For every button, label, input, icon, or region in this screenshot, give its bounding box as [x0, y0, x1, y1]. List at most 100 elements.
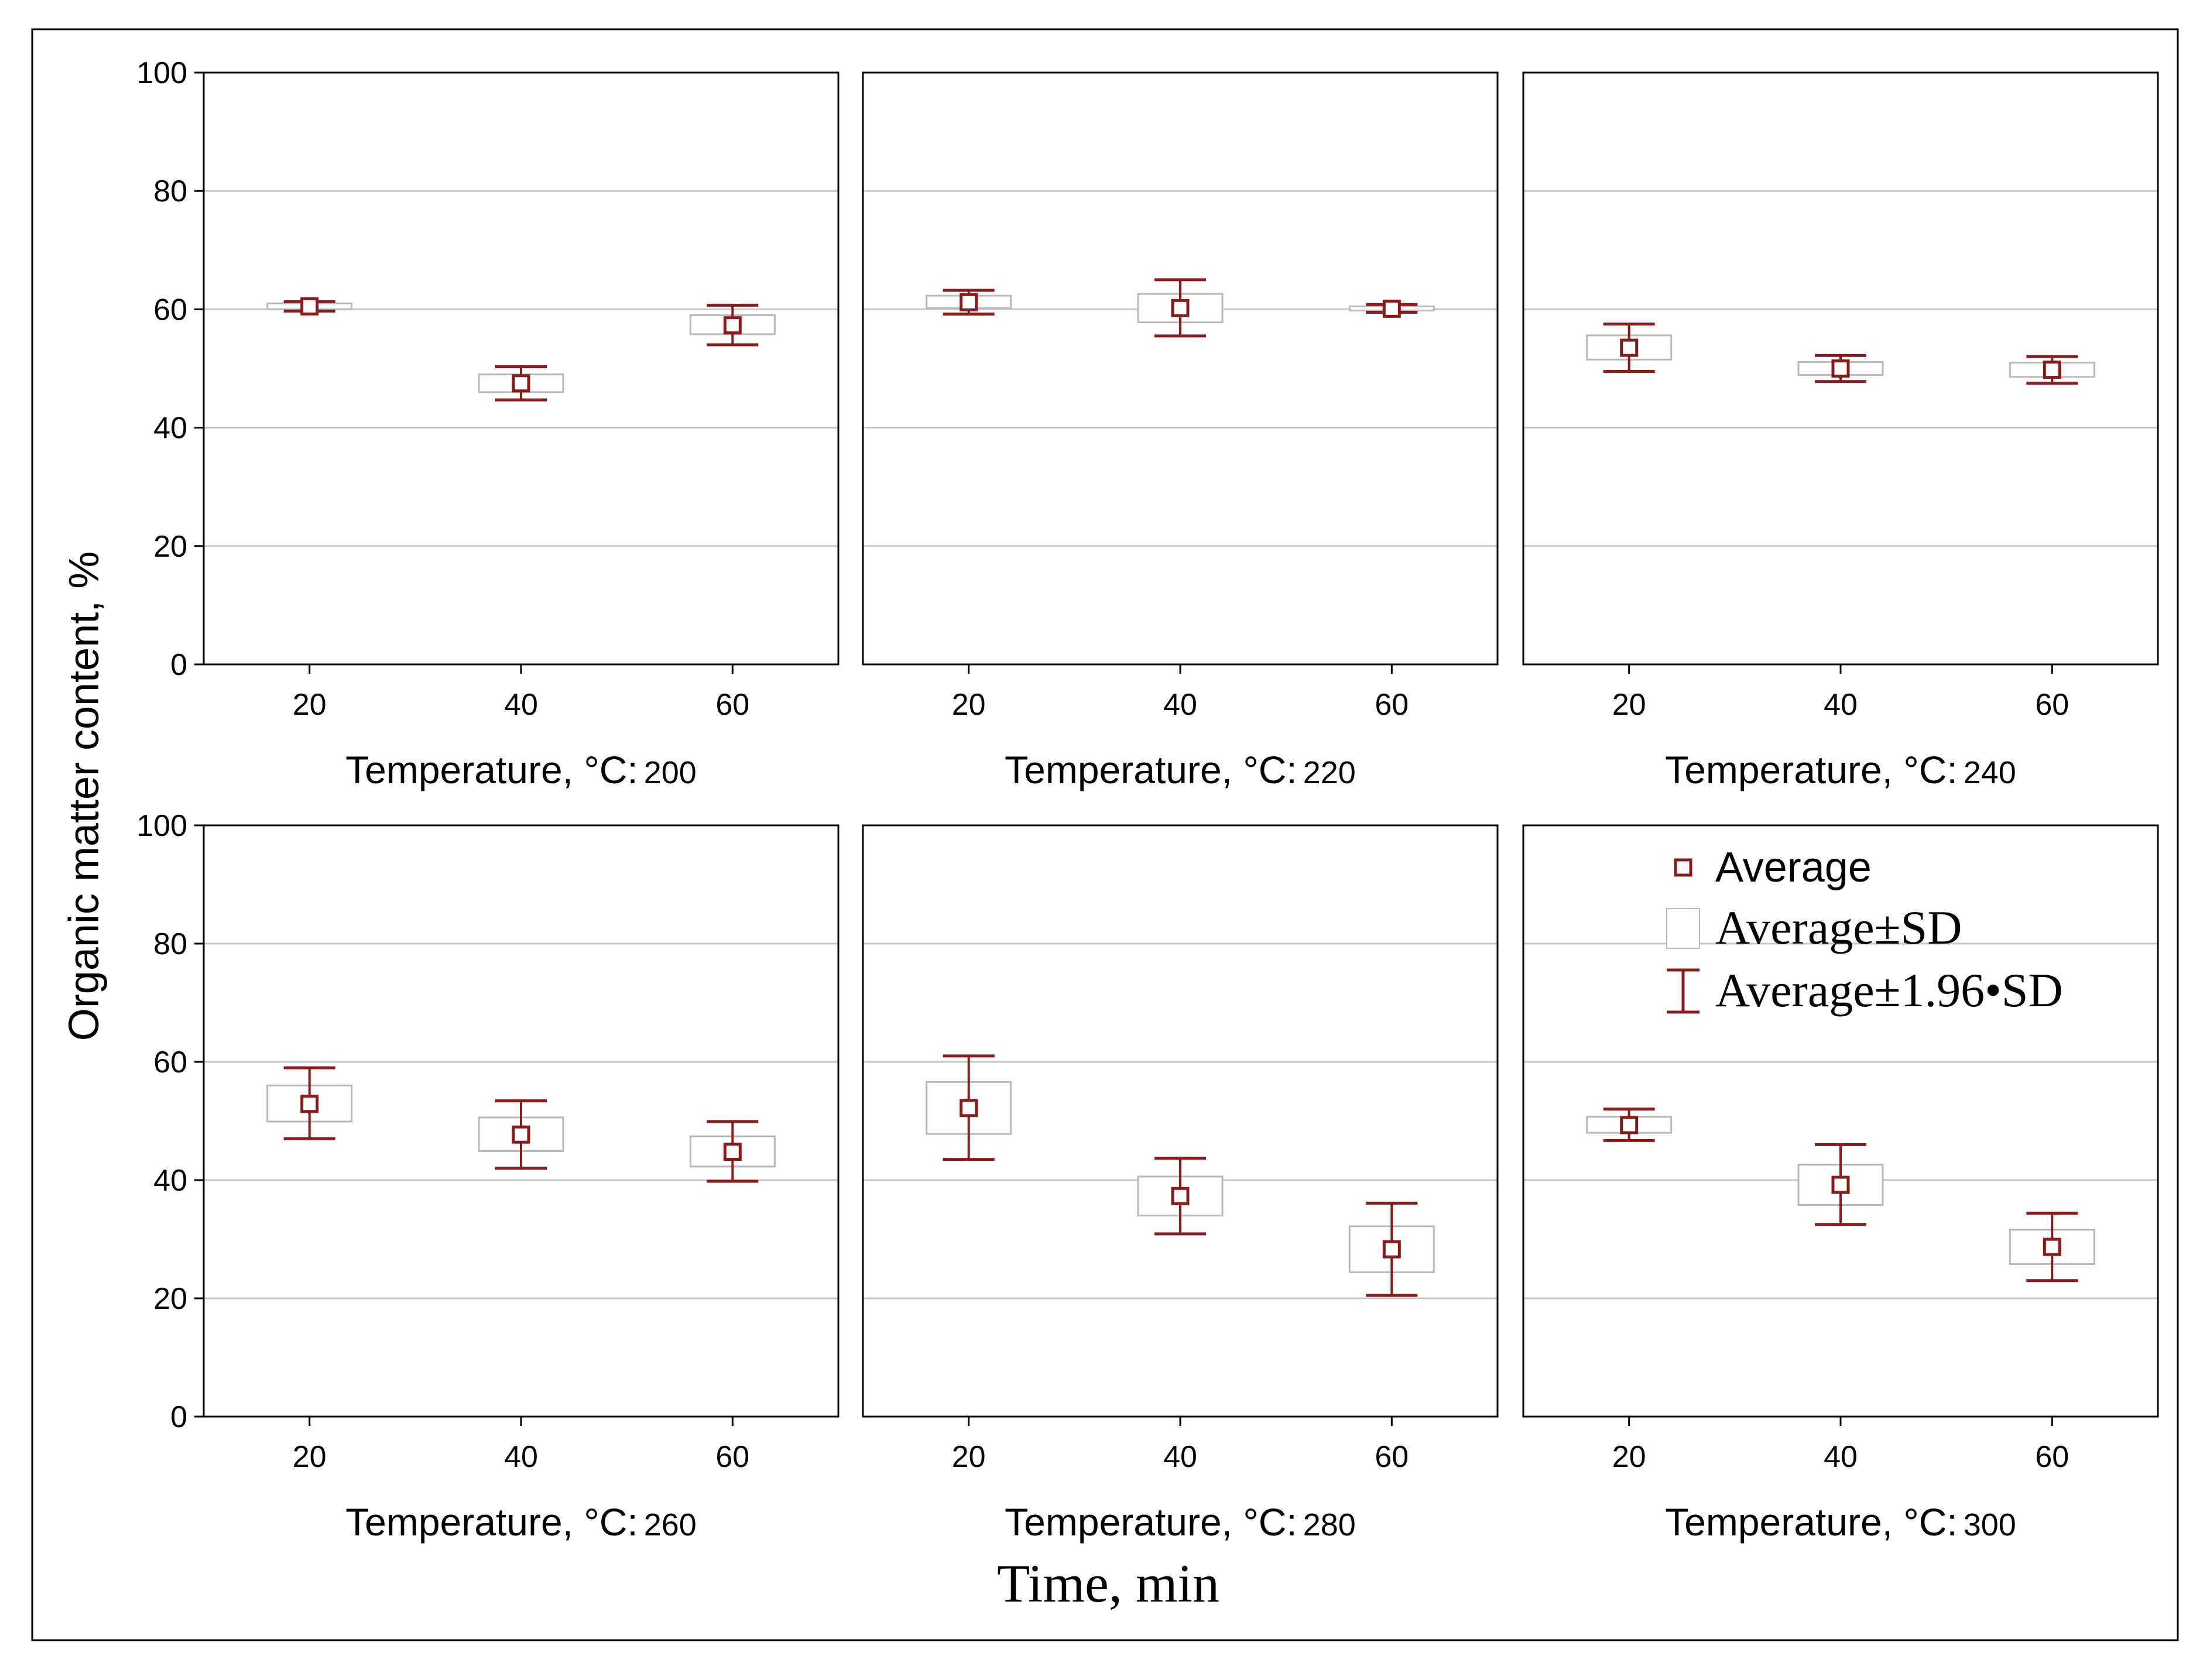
legend-mean-marker [1674, 858, 1692, 877]
box-280-40 [1137, 1157, 1224, 1236]
y-tick-label: 40 [153, 412, 187, 445]
x-tick-label: 60 [1375, 1440, 1409, 1474]
x-tick-label: 40 [1163, 688, 1197, 722]
facet-temperature: 200 [644, 755, 697, 790]
y-tick-label: 100 [136, 809, 187, 843]
x-tick-label: 60 [1375, 688, 1409, 722]
x-tick-label: 60 [2035, 688, 2069, 722]
panel-240: 20 40 60 Temperature, °C: 240 [1522, 71, 2159, 791]
box-260-60 [689, 1120, 776, 1183]
x-tick-label: 40 [1824, 688, 1858, 722]
mean-marker [1382, 299, 1401, 318]
box-200-60 [689, 303, 776, 347]
x-tick-label: 60 [715, 1440, 749, 1474]
mean-marker [960, 293, 978, 311]
x-tick-label: 40 [1824, 1440, 1858, 1474]
mean-marker [512, 374, 530, 393]
mean-marker [723, 1143, 742, 1161]
mean-marker [2043, 1237, 2061, 1256]
box-280-20 [926, 1054, 1012, 1161]
mean-marker [1382, 1240, 1401, 1259]
box-200-20 [266, 297, 353, 316]
facet-caption: Temperature, °C: 200 [345, 748, 697, 791]
y-tick-label: 80 [153, 174, 187, 208]
y-tick-label: 20 [153, 1282, 187, 1316]
box-220-60 [1348, 299, 1435, 318]
facet-label: Temperature, °C: [1005, 1500, 1297, 1544]
mean-marker [1620, 1116, 1639, 1134]
facet-caption: Temperature, °C: 280 [1005, 1500, 1356, 1544]
mean-marker [1171, 1187, 1190, 1205]
x-tick-label: 20 [1612, 1440, 1646, 1474]
mean-marker [1831, 359, 1850, 378]
facet-label: Temperature, °C: [345, 1500, 638, 1544]
box-240-20 [1586, 323, 1673, 373]
x-tick-label: 40 [1163, 1440, 1197, 1474]
legend-sd-label: Average±SD [1715, 901, 1962, 954]
y-tick-label: 100 [136, 56, 187, 90]
box-200-40 [478, 365, 564, 402]
mean-marker [1620, 338, 1639, 357]
panel-200: 0 20 40 60 80 100 20 40 60 Temperature, °C: 200 [136, 56, 840, 791]
panel-260: 0 20 40 60 80 100 20 40 60 Temperature, °C: 260 [136, 809, 840, 1544]
x-tick-label: 20 [1612, 688, 1646, 722]
box-300-20 [1586, 1108, 1673, 1142]
facet-temperature: 220 [1303, 755, 1356, 790]
box-220-20 [926, 289, 1012, 316]
facet-caption: Temperature, °C: 240 [1665, 748, 2016, 791]
mean-marker [960, 1099, 978, 1117]
x-tick-label: 60 [715, 688, 749, 722]
x-tick-label: 40 [504, 688, 538, 722]
x-tick-label: 40 [504, 1440, 538, 1474]
mean-marker [512, 1125, 530, 1144]
y-tick-label: 20 [153, 530, 187, 564]
box-240-60 [2009, 355, 2095, 385]
y-axis-label: Organic matter content, % [61, 551, 108, 1041]
box-280-60 [1348, 1201, 1435, 1297]
mean-marker [2043, 361, 2061, 379]
y-tick-label: 0 [170, 1400, 187, 1434]
mean-marker [300, 297, 319, 316]
mean-marker [1171, 299, 1190, 317]
x-axis-label: Time, min [997, 1554, 1219, 1613]
facet-label: Temperature, °C: [345, 748, 638, 791]
y-tick-label: 60 [153, 293, 187, 327]
mean-marker [723, 316, 742, 335]
facet-caption: Temperature, °C: 300 [1665, 1500, 2016, 1544]
panel-220: 20 40 60 Temperature, °C: 220 [862, 71, 1499, 791]
legend-sd-box [1666, 908, 1700, 949]
facet-temperature: 260 [644, 1507, 697, 1542]
facet-caption: Temperature, °C: 260 [345, 1500, 697, 1544]
box-220-40 [1137, 278, 1224, 338]
x-tick-label: 20 [952, 1440, 986, 1474]
legend-average-label: Average [1715, 844, 1872, 891]
facet-label: Temperature, °C: [1005, 748, 1297, 791]
box-260-40 [478, 1099, 564, 1170]
mean-marker [1831, 1175, 1850, 1194]
y-tick-label: 80 [153, 927, 187, 961]
facet-caption: Temperature, °C: 220 [1005, 748, 1356, 791]
legend-ci-label: Average±1.96•SD [1715, 964, 2063, 1017]
facet-label: Temperature, °C: [1665, 748, 1958, 791]
box-260-20 [266, 1066, 353, 1140]
facet-temperature: 240 [1964, 755, 2016, 790]
x-tick-label: 20 [952, 688, 986, 722]
box-300-40 [1797, 1143, 1884, 1226]
x-tick-label: 20 [293, 688, 327, 722]
x-tick-label: 60 [2035, 1440, 2069, 1474]
y-tick-label: 40 [153, 1164, 187, 1198]
facet-temperature: 300 [1964, 1507, 2016, 1542]
box-300-60 [2009, 1212, 2095, 1283]
panel-280: 20 40 60 Temperature, °C: 280 [862, 824, 1499, 1544]
panel-300: 20 40 60 Temperature, °C: 300 [1522, 824, 2159, 1544]
box-240-40 [1797, 354, 1884, 383]
figure-border [31, 28, 2179, 1641]
facet-label: Temperature, °C: [1665, 1500, 1958, 1544]
x-tick-label: 20 [293, 1440, 327, 1474]
y-tick-label: 0 [170, 648, 187, 682]
legend: Average Average±SD Average±1.96•SD [1666, 844, 2063, 1017]
mean-marker [300, 1095, 319, 1113]
y-tick-label: 60 [153, 1045, 187, 1079]
